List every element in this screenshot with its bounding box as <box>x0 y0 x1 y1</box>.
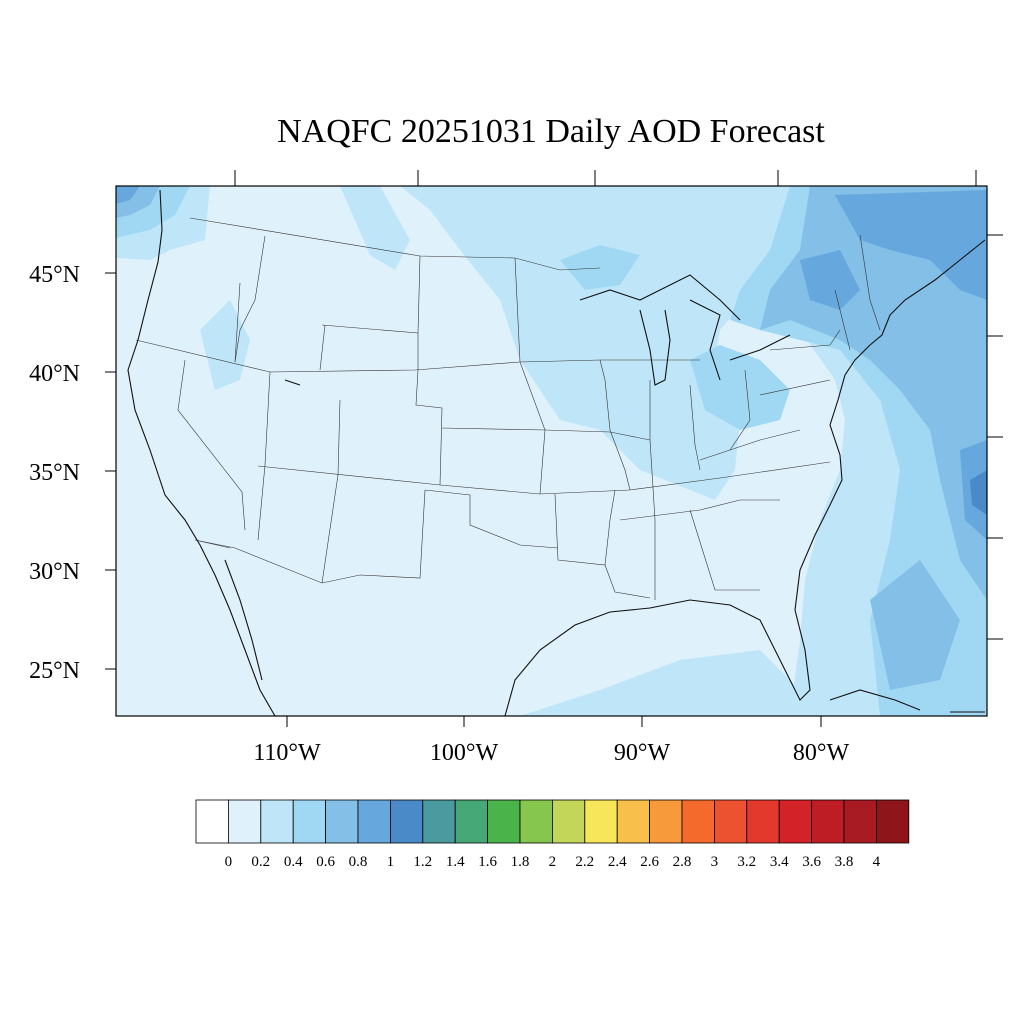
colorbar-swatch <box>811 799 845 844</box>
colorbar-label: 0.6 <box>316 854 335 870</box>
colorbar-label: 0.4 <box>284 854 303 870</box>
colorbar-swatch <box>292 799 327 844</box>
colorbar-label: 2.4 <box>608 854 627 870</box>
state-boundaries <box>135 217 881 600</box>
aod-contour-1.2 <box>970 470 987 515</box>
map-frame <box>115 185 988 717</box>
colorbar-label: 0 <box>225 854 233 870</box>
colorbar-label: 2.8 <box>673 854 692 870</box>
lat-label: 35°N <box>29 460 80 486</box>
map-title: NAQFC 20251031 Daily AOD Forecast <box>277 113 825 150</box>
longitude-labels: 110°W 100°W 90°W 80°W <box>253 740 849 766</box>
colorbar-swatch <box>519 799 553 844</box>
colorbar-label: 1 <box>387 854 395 870</box>
lon-label: 110°W <box>253 740 321 766</box>
lat-label: 40°N <box>29 361 80 387</box>
colorbar-swatch <box>325 799 359 844</box>
colorbar-swatch <box>778 799 813 844</box>
colorbar-label: 1.4 <box>446 854 465 870</box>
colorbar-swatch <box>454 799 489 844</box>
colorbar-swatch <box>876 799 910 844</box>
lat-label: 30°N <box>29 559 80 585</box>
colorbar-label: 3.6 <box>802 854 821 870</box>
colorbar-swatch <box>714 799 748 844</box>
colorbar-label: 3.4 <box>770 854 789 870</box>
lon-label: 100°W <box>430 740 499 766</box>
colorbar-swatch <box>487 799 521 844</box>
coastlines <box>127 189 986 716</box>
colorbar-label: 2.2 <box>575 854 594 870</box>
colorbar-label: 0.8 <box>349 854 368 870</box>
colorbar <box>195 799 910 844</box>
map-plot-area <box>116 186 987 716</box>
colorbar-swatch <box>746 799 780 844</box>
colorbar-label: 2.6 <box>640 854 659 870</box>
lat-label: 45°N <box>29 262 80 288</box>
colorbar-label: 2 <box>549 854 557 870</box>
colorbar-label: 1.8 <box>511 854 530 870</box>
colorbar-swatch <box>357 799 391 844</box>
aod-contour-1.0 <box>116 186 987 540</box>
colorbar-swatch <box>843 799 877 844</box>
colorbar-swatch <box>195 799 229 844</box>
axis-ticks <box>105 170 1003 727</box>
colorbar-label: 1.6 <box>478 854 497 870</box>
colorbar-label: 0.2 <box>251 854 270 870</box>
colorbar-swatch <box>616 799 651 844</box>
colorbar-swatch <box>260 799 294 844</box>
lon-label: 90°W <box>614 740 671 766</box>
colorbar-labels: 0 0.2 0.4 0.6 0.8 1 1.2 1.4 1.6 1.8 2 2.2 2.4 2.6 2.8 3… <box>225 854 881 870</box>
colorbar-swatch <box>584 799 618 844</box>
colorbar-label: 3.8 <box>835 854 854 870</box>
colorbar-swatch <box>422 799 456 844</box>
lon-label: 80°W <box>793 740 850 766</box>
colorbar-swatch <box>389 799 424 844</box>
colorbar-label: 4 <box>873 854 881 870</box>
latitude-labels: 45°N 40°N 35°N 30°N 25°N <box>29 262 80 684</box>
colorbar-label: 1.2 <box>413 854 432 870</box>
colorbar-swatch <box>681 799 715 844</box>
colorbar-swatch <box>227 799 262 844</box>
colorbar-swatch <box>552 799 586 844</box>
colorbar-swatch <box>649 799 683 844</box>
colorbar-label: 3.2 <box>737 854 756 870</box>
colorbar-label: 3 <box>711 854 719 870</box>
lat-label: 25°N <box>29 658 80 684</box>
